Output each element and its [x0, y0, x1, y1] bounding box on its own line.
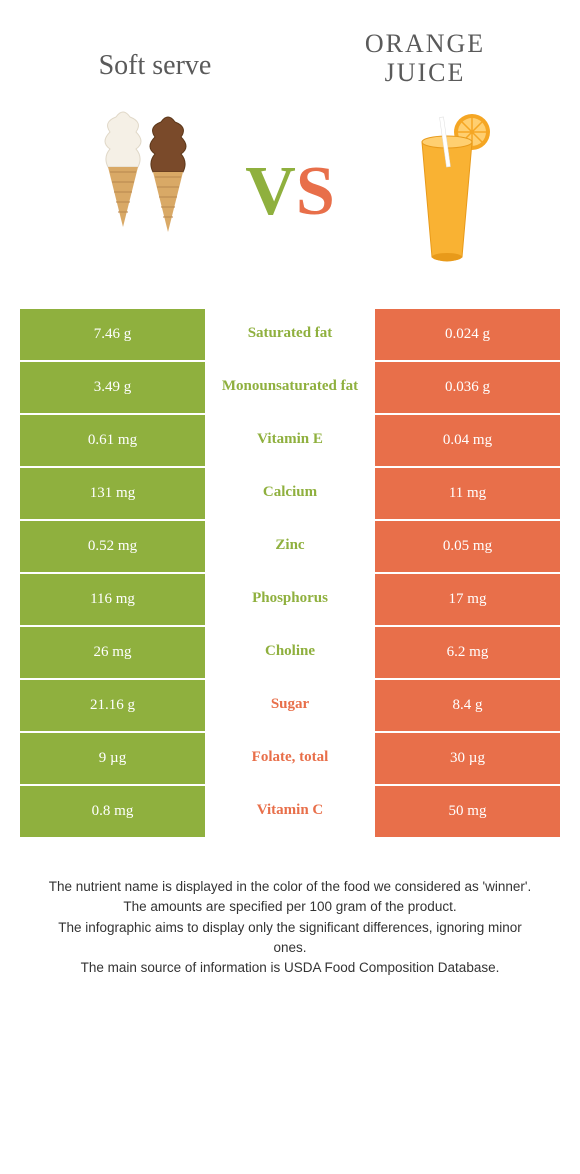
table-row: 26 mgCholine6.2 mg [20, 625, 560, 678]
table-row: 9 µgFolate, total30 µg [20, 731, 560, 784]
right-value-cell: 0.04 mg [375, 413, 560, 466]
right-value-cell: 11 mg [375, 466, 560, 519]
orange-juice-icon [387, 107, 507, 277]
right-value-cell: 17 mg [375, 572, 560, 625]
nutrient-label: Sugar [205, 678, 375, 731]
left-image [30, 107, 235, 277]
right-value-cell: 8.4 g [375, 678, 560, 731]
table-row: 21.16 gSugar8.4 g [20, 678, 560, 731]
left-value-cell: 0.61 mg [20, 413, 205, 466]
table-row: 7.46 gSaturated fat0.024 g [20, 307, 560, 360]
nutrient-label: Monounsaturated fat [205, 360, 375, 413]
nutrient-label: Vitamin E [205, 413, 375, 466]
infographic-container: Soft serve ORANGE JUICE [0, 0, 580, 978]
left-value-cell: 0.52 mg [20, 519, 205, 572]
left-title: Soft serve [20, 30, 290, 82]
footnote-line: The infographic aims to display only the… [40, 918, 540, 959]
table-row: 0.8 mgVitamin C50 mg [20, 784, 560, 837]
nutrient-label: Saturated fat [205, 307, 375, 360]
left-value-cell: 9 µg [20, 731, 205, 784]
left-value-cell: 3.49 g [20, 360, 205, 413]
comparison-table: 7.46 gSaturated fat0.024 g3.49 gMonounsa… [20, 307, 560, 837]
left-value-cell: 26 mg [20, 625, 205, 678]
footnote-line: The main source of information is USDA F… [40, 958, 540, 978]
nutrient-label: Calcium [205, 466, 375, 519]
nutrient-label: Folate, total [205, 731, 375, 784]
right-title: ORANGE JUICE [290, 30, 560, 87]
header-left: Soft serve [20, 30, 290, 82]
right-value-cell: 0.024 g [375, 307, 560, 360]
nutrient-label: Choline [205, 625, 375, 678]
left-value-cell: 0.8 mg [20, 784, 205, 837]
right-value-cell: 0.036 g [375, 360, 560, 413]
right-image [345, 107, 550, 277]
right-title-line2: JUICE [385, 58, 466, 87]
right-value-cell: 30 µg [375, 731, 560, 784]
table-row: 116 mgPhosphorus17 mg [20, 572, 560, 625]
left-value-cell: 131 mg [20, 466, 205, 519]
right-value-cell: 6.2 mg [375, 625, 560, 678]
footnotes: The nutrient name is displayed in the co… [0, 837, 580, 978]
right-value-cell: 50 mg [375, 784, 560, 837]
footnote-line: The amounts are specified per 100 gram o… [40, 897, 540, 917]
header-right: ORANGE JUICE [290, 30, 560, 87]
left-value-cell: 116 mg [20, 572, 205, 625]
soft-serve-icon [58, 107, 208, 277]
left-value-cell: 21.16 g [20, 678, 205, 731]
table-row: 0.61 mgVitamin E0.04 mg [20, 413, 560, 466]
vs-s: S [296, 153, 335, 230]
nutrient-label: Phosphorus [205, 572, 375, 625]
images-row: VS [0, 97, 580, 307]
table-row: 0.52 mgZinc0.05 mg [20, 519, 560, 572]
left-value-cell: 7.46 g [20, 307, 205, 360]
right-title-line1: ORANGE [365, 29, 485, 58]
vs-label: VS [245, 152, 335, 232]
table-row: 131 mgCalcium11 mg [20, 466, 560, 519]
vs-v: V [245, 153, 296, 230]
footnote-line: The nutrient name is displayed in the co… [40, 877, 540, 897]
table-row: 3.49 gMonounsaturated fat0.036 g [20, 360, 560, 413]
right-value-cell: 0.05 mg [375, 519, 560, 572]
nutrient-label: Vitamin C [205, 784, 375, 837]
nutrient-label: Zinc [205, 519, 375, 572]
header: Soft serve ORANGE JUICE [0, 0, 580, 97]
